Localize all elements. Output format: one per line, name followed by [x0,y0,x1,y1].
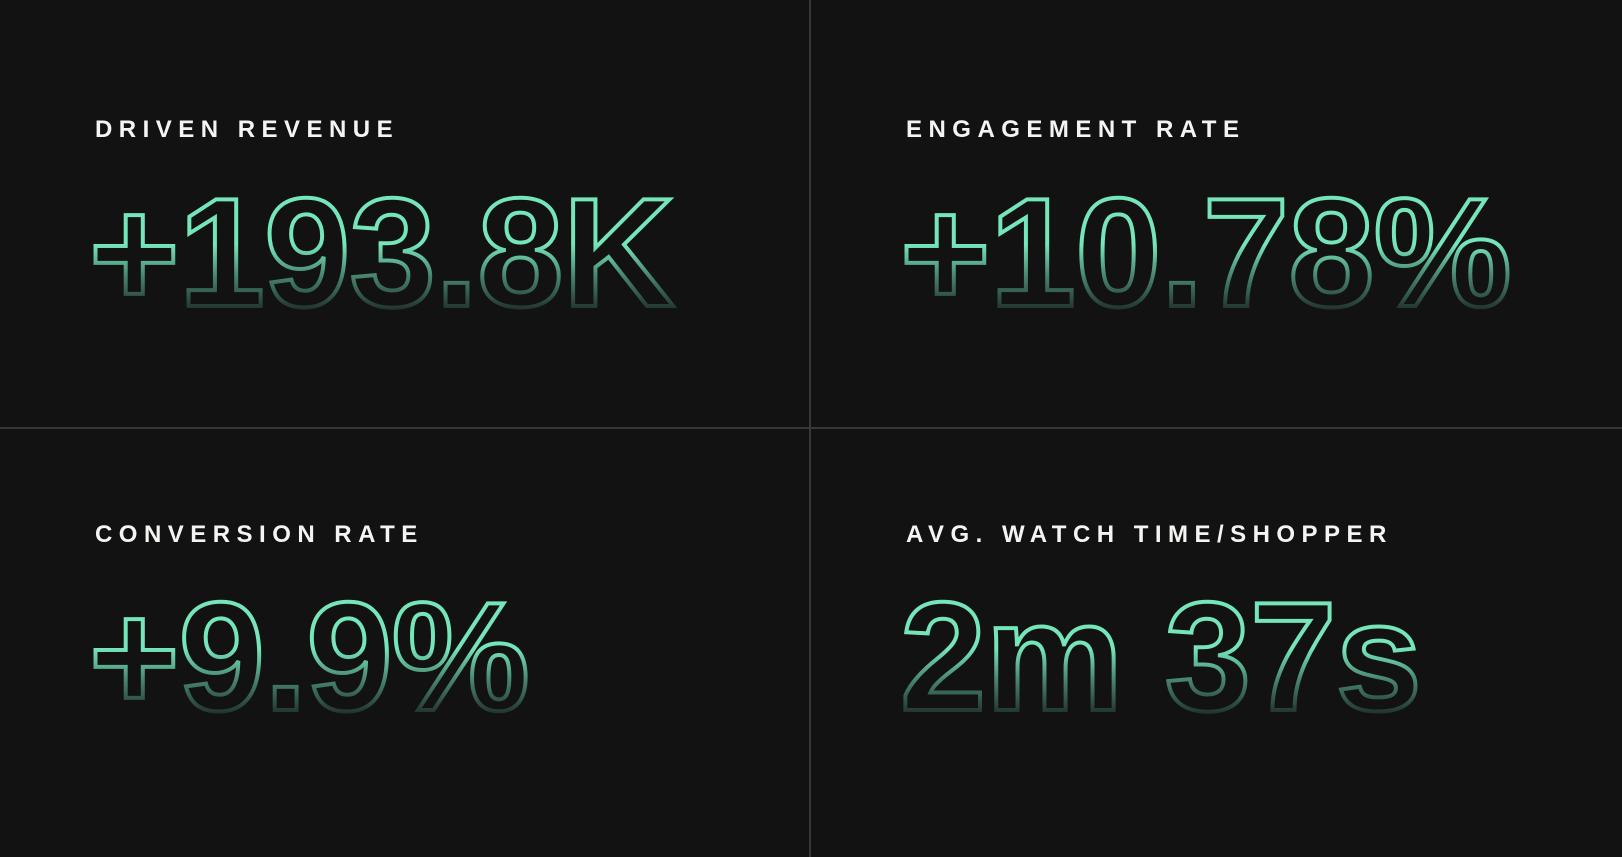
metric-value: +10.78% [898,165,1514,339]
metric-label: AVG. WATCH TIME/SHOPPER [906,520,1393,548]
metric-label: DRIVEN REVENUE [95,116,400,143]
metric-card-driven-revenue: DRIVEN REVENUE +193.8K [0,0,811,429]
metric-card-avg-watch-time: AVG. WATCH TIME/SHOPPER 2m 37s [811,429,1622,857]
metric-value: +193.8K [87,165,677,339]
metric-label: CONVERSION RATE [95,520,424,548]
metric-value: +9.9% [87,570,532,744]
metric-label: ENGAGEMENT RATE [906,116,1246,143]
metric-card-conversion-rate: CONVERSION RATE +9.9% [0,428,811,857]
metric-value: 2m 37s [898,570,1424,744]
metric-card-engagement-rate: ENGAGEMENT RATE +10.78% [811,0,1622,429]
